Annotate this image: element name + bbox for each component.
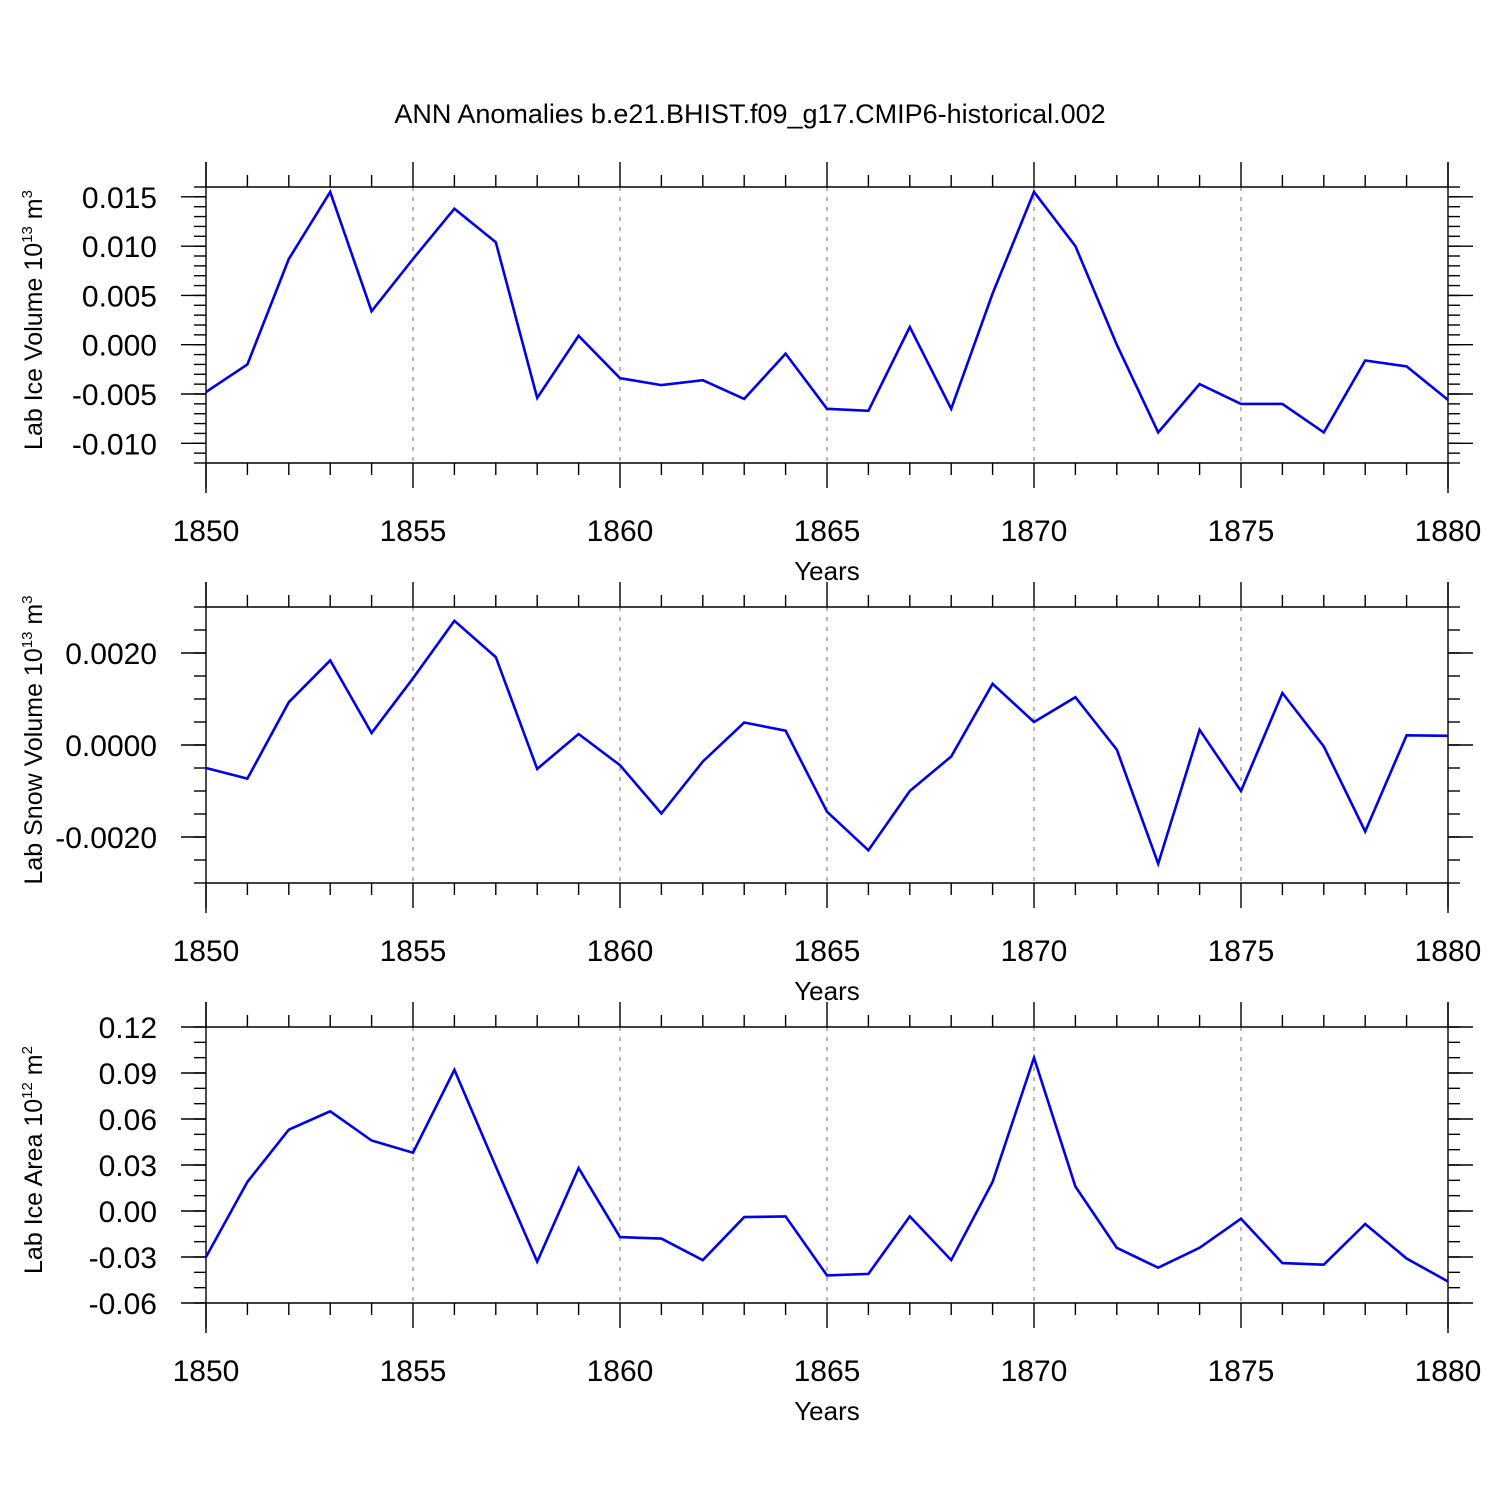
y-tick-label: 0.015 — [82, 182, 157, 215]
y-tick-label: -0.005 — [72, 379, 157, 412]
y-axis-label: Lab Ice Area 1012 m2 — [19, 1046, 48, 1274]
y-tick-label: 0.0000 — [65, 730, 157, 763]
y-tick-label: -0.03 — [89, 1242, 157, 1275]
y-tick-label: 0.12 — [99, 1012, 157, 1045]
x-tick-label: 1865 — [794, 1355, 861, 1388]
x-tick-label: 1850 — [173, 1355, 240, 1388]
y-tick-label: 0.06 — [99, 1104, 157, 1137]
x-tick-label: 1865 — [794, 515, 861, 548]
x-tick-label: 1880 — [1415, 515, 1482, 548]
x-tick-label: 1855 — [380, 1355, 447, 1388]
x-tick-label: 1880 — [1415, 935, 1482, 968]
y-axis-label: Lab Snow Volume 1013 m3 — [19, 595, 48, 884]
x-tick-label: 1870 — [1001, 1355, 1068, 1388]
panel-3: 0.12 0.09 0.06 0.03 0.00 -0.03 -0.06 1850 1855 18… — [19, 1002, 1481, 1426]
series-line — [205, 618, 1449, 868]
x-tick-label: 1875 — [1208, 515, 1275, 548]
x-tick-label: 1875 — [1208, 935, 1275, 968]
x-tick-label: 1855 — [380, 935, 447, 968]
x-tick-label: 1875 — [1208, 1355, 1275, 1388]
panel-2: 0.0020 0.0000 -0.0020 1850 1855 1860 1865 1870 1… — [19, 582, 1481, 1006]
y-tick-label: -0.0020 — [55, 822, 157, 855]
panel-1: 0.015 0.010 0.005 0.000 -0.005 -0.010 1850 1855… — [19, 162, 1481, 586]
series-line — [205, 188, 1449, 435]
chart-title: ANN Anomalies b.e21.BHIST.f09_g17.CMIP6-… — [394, 99, 1105, 129]
y-axis-label: Lab Ice Volume 1013 m3 — [19, 190, 48, 450]
y-tick-label: 0.005 — [82, 280, 157, 313]
x-tick-label: 1865 — [794, 935, 861, 968]
y-tick-label: 0.00 — [99, 1196, 157, 1229]
y-tick-label: -0.06 — [89, 1288, 157, 1321]
y-tick-label: -0.010 — [72, 428, 157, 461]
x-tick-label: 1860 — [587, 935, 654, 968]
y-tick-label: 0.0020 — [65, 638, 157, 671]
series-line — [204, 1053, 1449, 1283]
x-tick-label: 1880 — [1415, 1355, 1482, 1388]
y-tick-label: 0.09 — [99, 1058, 157, 1091]
y-tick-label: 0.010 — [82, 231, 157, 264]
chart-panels: 0.015 0.010 0.005 0.000 -0.005 -0.010 1850 1855… — [19, 162, 1481, 1426]
y-tick-label: 0.000 — [82, 330, 157, 363]
x-axis-label: Years — [794, 556, 860, 586]
x-axis-label: Years — [794, 1396, 860, 1426]
x-tick-label: 1870 — [1001, 935, 1068, 968]
x-axis-label: Years — [794, 976, 860, 1006]
x-tick-label: 1855 — [380, 515, 447, 548]
x-tick-label: 1870 — [1001, 515, 1068, 548]
x-tick-label: 1860 — [587, 515, 654, 548]
y-tick-label: 0.03 — [99, 1150, 157, 1183]
x-tick-label: 1850 — [173, 515, 240, 548]
x-tick-label: 1860 — [587, 1355, 654, 1388]
x-tick-label: 1850 — [173, 935, 240, 968]
